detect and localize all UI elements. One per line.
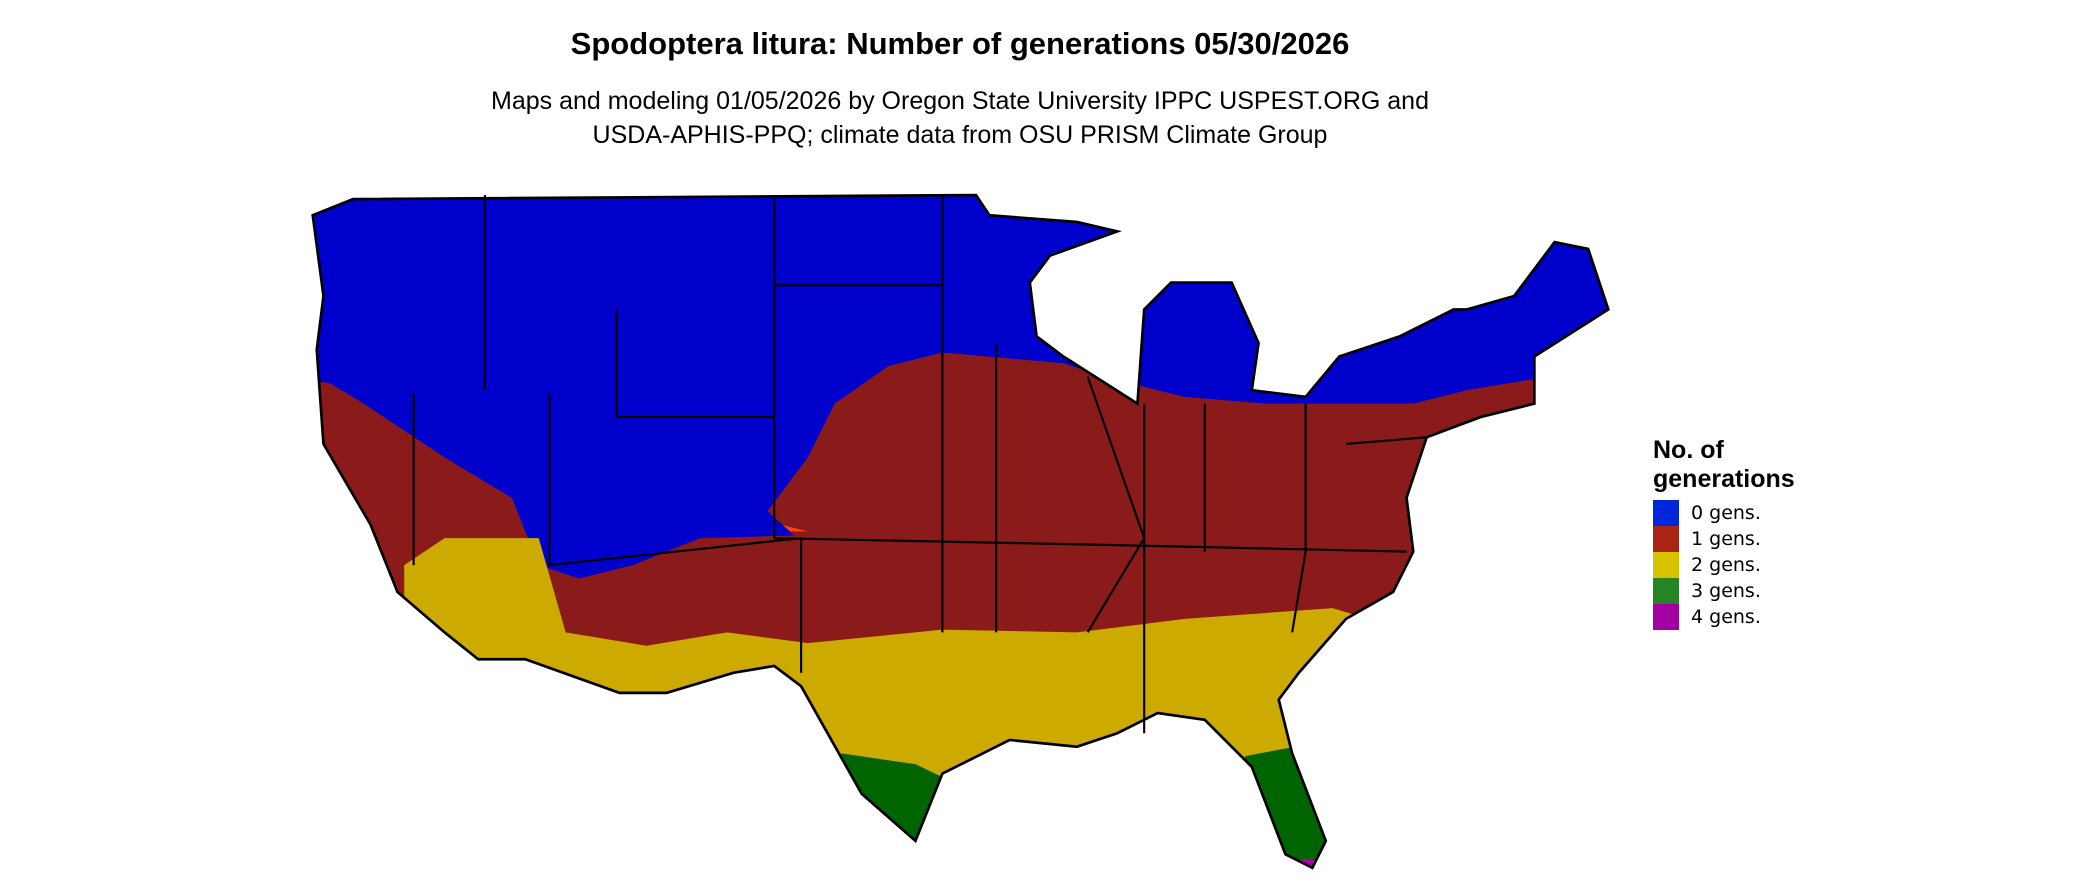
legend-title-line-1: No. of (1653, 436, 1724, 464)
legend-swatch (1653, 578, 1679, 604)
legend-item-4-gens: 4 gens. (1653, 604, 1795, 630)
legend-label: 3 gens. (1691, 580, 1761, 602)
subtitle-line-2: USDA-APHIS-PPQ; climate data from OSU PR… (592, 121, 1328, 149)
legend-label: 1 gens. (1691, 528, 1761, 550)
legend-label: 2 gens. (1691, 554, 1761, 576)
legend-swatch (1653, 500, 1679, 526)
legend-label: 4 gens. (1691, 606, 1761, 628)
legend-item-3-gens: 3 gens. (1653, 578, 1795, 604)
legend-title: No. of generations (1653, 436, 1795, 494)
legend-title-line-2: generations (1653, 465, 1795, 493)
legend-swatch (1653, 604, 1679, 630)
legend-item-0-gens: 0 gens. (1653, 500, 1795, 526)
map-subtitle: Maps and modeling 01/05/2026 by Oregon S… (0, 84, 1920, 152)
legend-item-1-gens: 1 gens. (1653, 526, 1795, 552)
map-title: Spodoptera litura: Number of generations… (570, 26, 1350, 61)
legend-swatch (1653, 526, 1679, 552)
subtitle-line-1: Maps and modeling 01/05/2026 by Oregon S… (491, 87, 1429, 115)
zone-3-gen-florida (1245, 746, 1333, 862)
state-borders (412, 195, 1427, 734)
legend-item-2-gens: 2 gens. (1653, 552, 1795, 578)
legend-swatch (1653, 552, 1679, 578)
zone-4-gen (1285, 858, 1333, 868)
legend-label: 0 gens. (1691, 502, 1761, 524)
legend: No. of generations 0 gens. 1 gens. 2 gen… (1653, 436, 1795, 630)
